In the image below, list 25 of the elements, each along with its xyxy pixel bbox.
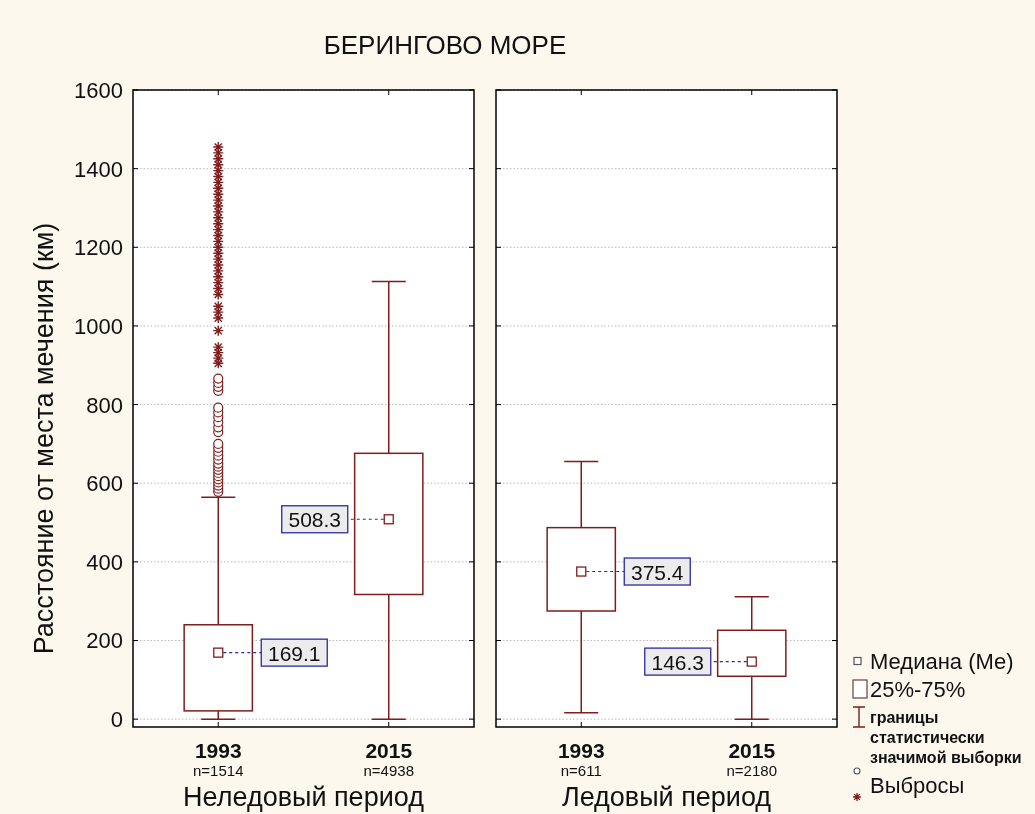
chart-title: БЕРИНГОВО МОРЕ [323,30,567,60]
y-tick-label: 1400 [74,156,123,182]
annotation: 375.4 [630,560,684,584]
x-axis-title: Ледовый период [561,782,772,812]
y-tick-label: 1600 [74,77,123,103]
text: Медиана (Ме) [870,648,1014,674]
x-tick-label: 1993 n=611 [557,738,605,779]
y-tick-label: 1200 [74,234,123,260]
text: границы статистически значимой выборки [870,708,1022,766]
y-tick-label: 200 [86,627,123,653]
annotation: 169.1 [267,641,321,665]
x-tick-label: 2015 n=2180 [726,738,777,779]
text: Выбросы [870,772,965,798]
x-tick-label: 1993 n=1514 [193,738,244,779]
y-tick-label: 1000 [74,313,123,339]
y-tick-label: 600 [86,470,123,496]
y-tick-label: 0 [110,706,123,732]
y-axis-title: Расстояние от места мечения (км) [29,222,59,655]
y-tick-label: 400 [86,549,123,575]
y-tick-label: 800 [86,392,123,418]
annotation: 146.3 [651,650,705,674]
text: 25%-75% [870,676,966,702]
annotation: 508.3 [288,507,342,531]
x-axis-title: Неледовый период [183,782,425,812]
x-tick-label: 2015 n=4938 [363,738,414,779]
